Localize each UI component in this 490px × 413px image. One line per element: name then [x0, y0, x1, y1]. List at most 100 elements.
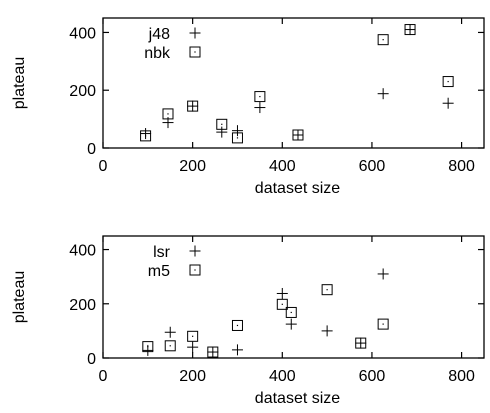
square-mark: [254, 91, 266, 103]
plot-frame: [102, 17, 485, 149]
square-mark: [292, 129, 304, 141]
x-tick-label: 200: [179, 368, 206, 385]
data-point-square: [231, 319, 243, 331]
data-point-square: [276, 298, 288, 310]
data-point-square: [187, 330, 199, 342]
y-axis-label: plateau: [11, 57, 28, 110]
data-point-plus: [285, 318, 297, 330]
y-tick-label: 200: [69, 297, 96, 314]
data-point-plus: [189, 245, 201, 257]
data-point-plus: [164, 326, 176, 338]
square-center-dot: [236, 324, 239, 327]
data-point-square: [254, 91, 266, 103]
x-tick-label: 600: [359, 368, 386, 385]
data-point-plus: [231, 344, 243, 356]
x-tick-label: 800: [448, 368, 475, 385]
data-point-square: [404, 24, 416, 36]
data-point-plus: [276, 287, 288, 299]
series-m5: [142, 284, 389, 358]
data-point-square: [162, 108, 174, 120]
y-tick-label: 0: [87, 351, 96, 368]
data-point-square: [442, 76, 454, 88]
data-point-square: [377, 34, 389, 46]
data-point-plus: [231, 125, 243, 137]
square-mark: [187, 330, 199, 342]
x-tick-label: 0: [99, 158, 108, 175]
square-center-dot: [281, 303, 283, 305]
square-center-dot: [447, 80, 449, 83]
data-point-plus: [189, 27, 201, 39]
square-mark: [355, 337, 367, 349]
legend-marker-nbk: [189, 46, 201, 58]
square-center-dot: [382, 39, 384, 41]
data-point-square: [189, 264, 201, 276]
square-center-dot: [221, 123, 223, 125]
data-point-plus: [140, 128, 152, 140]
plot-frame: [102, 235, 485, 359]
square-mark: [276, 298, 288, 310]
data-point-plus: [216, 126, 228, 138]
data-point-square: [231, 132, 243, 144]
data-point-square: [164, 340, 176, 352]
x-tick-label: 200: [179, 158, 206, 175]
data-point-plus: [254, 102, 266, 114]
legend-label-nbk: nbk: [144, 45, 171, 62]
data-point-plus: [442, 97, 454, 109]
series-nbk: [140, 24, 454, 144]
data-point-square: [285, 306, 297, 318]
data-point-square: [216, 118, 228, 130]
square-center-dot: [212, 351, 214, 353]
square-center-dot: [409, 28, 411, 31]
data-point-square: [355, 337, 367, 349]
square-mark: [189, 264, 201, 276]
x-tick-label: 600: [359, 158, 386, 175]
square-mark: [164, 340, 176, 352]
legend-label-j48: j48: [148, 26, 170, 43]
series-j48: [140, 24, 454, 141]
square-center-dot: [382, 323, 384, 325]
data-point-plus: [187, 341, 199, 353]
square-center-dot: [297, 134, 299, 136]
square-mark: [216, 118, 228, 130]
x-tick-label: 400: [269, 158, 296, 175]
square-mark: [377, 318, 389, 330]
series-lsr: [142, 268, 389, 358]
square-mark: [162, 108, 174, 120]
square-mark: [189, 46, 201, 58]
square-center-dot: [144, 135, 147, 137]
square-center-dot: [194, 51, 196, 53]
square-center-dot: [290, 311, 292, 314]
square-mark: [377, 34, 389, 46]
y-tick-label: 400: [69, 243, 96, 260]
square-center-dot: [236, 137, 239, 139]
square-mark: [442, 76, 454, 88]
x-axis-label: dataset size: [255, 390, 340, 407]
data-point-square: [377, 318, 389, 330]
square-mark: [285, 306, 297, 318]
data-point-square: [187, 100, 199, 112]
square-center-dot: [169, 345, 171, 347]
square-center-dot: [147, 346, 149, 348]
square-mark: [187, 100, 199, 112]
square-mark: [231, 132, 243, 144]
legend-marker-j48: [189, 27, 201, 39]
square-mark: [207, 346, 219, 358]
x-tick-label: 800: [448, 158, 475, 175]
data-point-square: [142, 341, 154, 353]
data-point-plus: [321, 325, 333, 337]
legend-marker-lsr: [189, 245, 201, 257]
square-center-dot: [259, 95, 261, 98]
data-point-square: [207, 346, 219, 358]
data-point-square: [189, 46, 201, 58]
x-tick-label: 0: [99, 368, 108, 385]
square-mark: [321, 284, 333, 296]
bottom-chart: 0 200 400 600 800 0 200 400 dataset size plateau l…: [11, 235, 485, 407]
square-center-dot: [360, 342, 362, 344]
square-mark: [404, 24, 416, 36]
square-center-dot: [326, 289, 328, 291]
legend-marker-m5: [189, 264, 201, 276]
square-center-dot: [192, 335, 194, 337]
data-point-square: [292, 129, 304, 141]
data-point-plus: [377, 88, 389, 100]
x-axis-label: dataset size: [255, 180, 340, 197]
